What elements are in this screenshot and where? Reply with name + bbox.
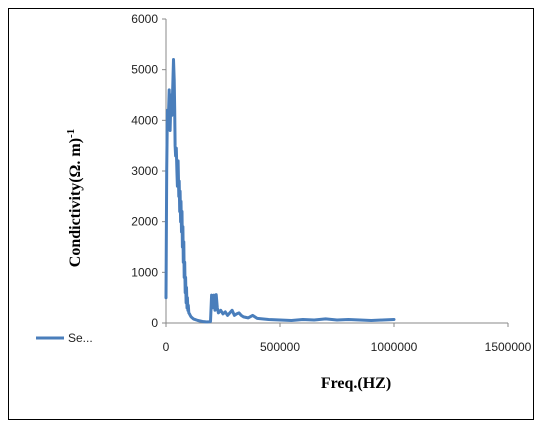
y-axis-title-superscript: -1 — [65, 129, 77, 138]
y-axis-title-main: Condictivity(Ω. m) — [67, 138, 84, 267]
y-tick-label: 5000 — [131, 63, 158, 77]
series-line — [164, 58, 396, 324]
y-tick-label: 6000 — [131, 12, 158, 26]
legend: Se... — [36, 331, 93, 345]
x-tick-label: 500000 — [260, 340, 300, 354]
y-tick-label: 3000 — [131, 164, 158, 178]
y-tick-label: 1000 — [131, 265, 158, 279]
legend-label: Se... — [68, 331, 93, 345]
x-axis-title: Freq.(HZ) — [321, 375, 391, 392]
series-layer — [164, 58, 396, 324]
tick-labels: 0 1000 2000 3000 4000 5000 6000 0 500000 1000000 1… — [131, 12, 531, 354]
y-tick-label: 0 — [151, 316, 158, 330]
y-tick-label: 4000 — [131, 113, 158, 127]
x-tick-label: 0 — [163, 340, 170, 354]
y-axis-title: Condictivity(Ω. m)-1 — [65, 129, 84, 267]
axes — [162, 18, 509, 327]
y-tick-label: 2000 — [131, 215, 158, 229]
x-tick-label: 1500000 — [485, 340, 532, 354]
chart-frame — [8, 8, 534, 420]
x-tick-label: 1000000 — [371, 340, 418, 354]
